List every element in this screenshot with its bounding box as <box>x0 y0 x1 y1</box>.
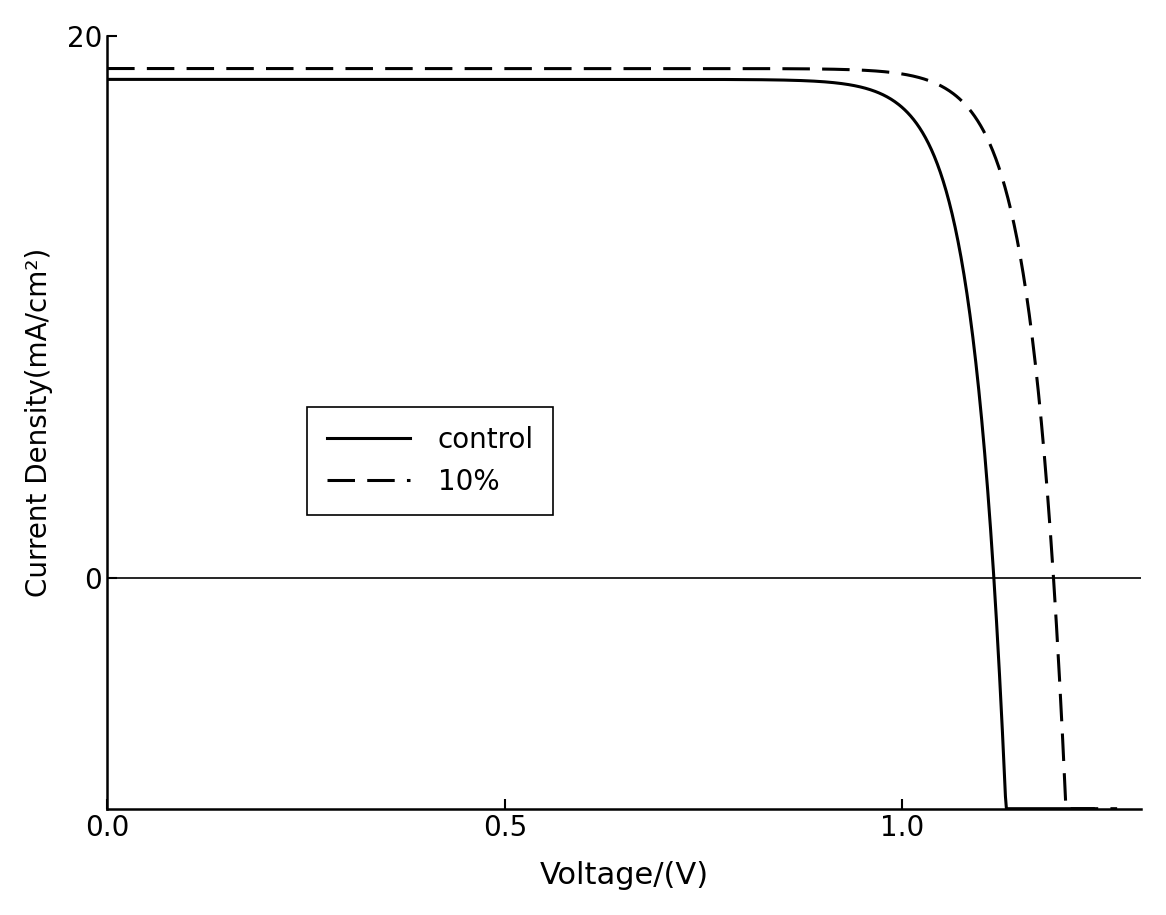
10% <box>100 63 114 74</box>
10% <box>545 63 559 74</box>
control <box>534 74 548 85</box>
10% <box>1060 803 1074 814</box>
Legend: control, 10%: control, 10% <box>307 406 553 515</box>
Line: 10%: 10% <box>107 69 1117 809</box>
10% <box>203 63 217 74</box>
10% <box>794 63 808 74</box>
10% <box>508 63 522 74</box>
control <box>999 803 1013 814</box>
control <box>499 74 513 85</box>
10% <box>906 70 920 81</box>
10% <box>1110 803 1124 814</box>
control <box>887 95 901 106</box>
10% <box>887 68 901 79</box>
control <box>1087 803 1101 814</box>
control <box>778 75 792 86</box>
X-axis label: Voltage/(V): Voltage/(V) <box>540 861 709 890</box>
control <box>201 74 215 85</box>
Line: control: control <box>107 80 1094 809</box>
control <box>100 74 114 85</box>
Y-axis label: Current Density(mA/cm²): Current Density(mA/cm²) <box>24 248 52 597</box>
control <box>869 86 883 97</box>
